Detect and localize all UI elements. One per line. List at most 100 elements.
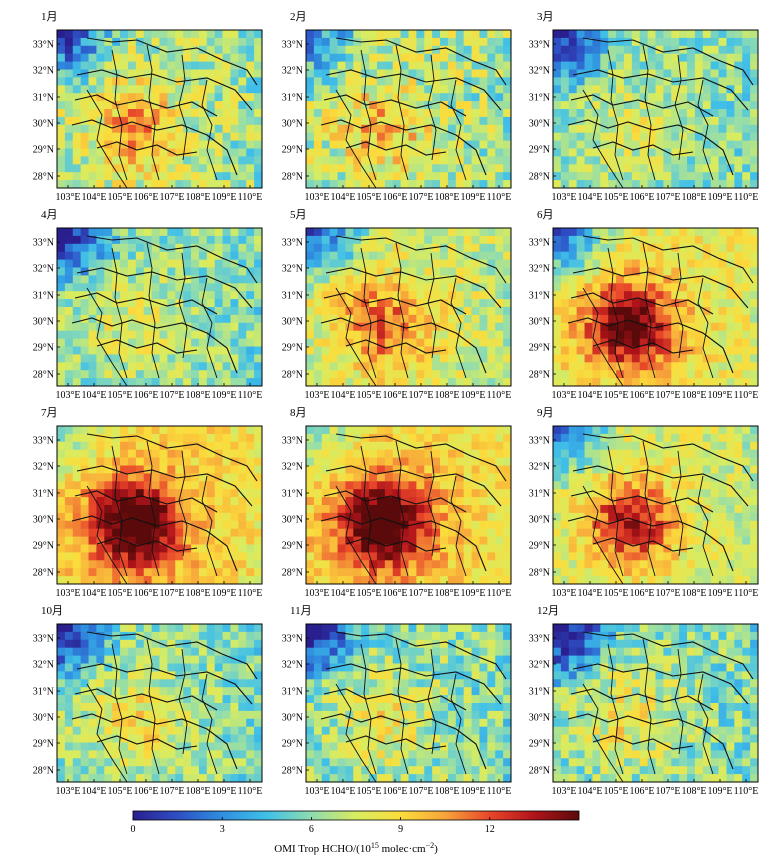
grid-cell xyxy=(471,457,480,466)
grid-cell xyxy=(384,132,394,141)
grid-cell xyxy=(742,69,751,78)
grid-cell xyxy=(175,180,184,189)
grid-cell xyxy=(127,164,137,173)
grid-cell xyxy=(694,267,704,276)
grid-cell xyxy=(455,53,465,62)
grid-cell xyxy=(487,457,496,466)
border-line xyxy=(201,79,218,181)
grid-cell xyxy=(560,109,570,118)
grid-cell xyxy=(183,505,192,514)
grid-cell xyxy=(568,61,578,70)
grid-cell xyxy=(687,291,696,300)
grid-cell xyxy=(254,283,263,292)
grid-cell xyxy=(384,568,394,577)
grid-cell xyxy=(408,243,417,253)
grid-cell xyxy=(321,283,331,292)
grid-cell xyxy=(313,512,323,522)
grid-cell xyxy=(120,552,129,561)
grid-cell xyxy=(246,156,255,165)
grid-cell xyxy=(400,520,409,530)
province-borders xyxy=(320,235,507,387)
grid-cell xyxy=(127,322,137,332)
grid-cell xyxy=(687,457,696,466)
grid-cell xyxy=(104,346,113,355)
grid-cell xyxy=(495,346,504,355)
grid-cell xyxy=(576,85,585,94)
grid-cell xyxy=(503,544,512,553)
grid-cell xyxy=(183,235,192,245)
grid-cell xyxy=(432,291,441,300)
grid-cell xyxy=(96,275,105,284)
grid-cell xyxy=(345,61,354,70)
grid-cell xyxy=(560,465,570,474)
grid-cell xyxy=(167,426,176,435)
grid-cell xyxy=(655,69,664,78)
grid-cell xyxy=(408,505,417,514)
grid-cell xyxy=(222,101,231,110)
grid-cell xyxy=(329,109,338,118)
grid-cell xyxy=(479,314,488,324)
grid-cell xyxy=(710,156,719,165)
grid-cell xyxy=(655,109,664,118)
grid-cell xyxy=(600,441,609,451)
grid-cell xyxy=(702,53,712,62)
grid-cell xyxy=(553,132,562,141)
grid-cell xyxy=(313,370,323,379)
grid-cell xyxy=(313,116,323,126)
grid-cell xyxy=(576,235,585,245)
grid-cell xyxy=(687,140,696,149)
grid-cell xyxy=(191,69,200,78)
grid-cell xyxy=(631,354,641,363)
grid-cell xyxy=(80,61,89,70)
grid-cell xyxy=(471,109,480,118)
grid-cell xyxy=(679,109,688,118)
grid-cell xyxy=(663,251,672,260)
grid-cell xyxy=(143,299,153,308)
grid-cell xyxy=(576,314,585,324)
grid-cell xyxy=(479,53,488,62)
grid-cell xyxy=(183,124,192,134)
grid-cell xyxy=(361,481,370,490)
grid-cell xyxy=(568,426,578,435)
grid-cell xyxy=(424,259,433,268)
grid-cell xyxy=(424,69,433,78)
grid-cell xyxy=(734,449,743,458)
grid-cell xyxy=(361,520,370,530)
grid-cell xyxy=(361,307,370,316)
grid-cell xyxy=(623,251,633,260)
grid-cell xyxy=(694,180,704,189)
grid-cell xyxy=(306,560,315,569)
grid-cell xyxy=(710,378,719,387)
grid-cell xyxy=(553,512,562,522)
grid-cell xyxy=(230,299,239,308)
grid-cell xyxy=(608,156,617,165)
grid-cell xyxy=(576,30,585,39)
grid-cell xyxy=(479,338,488,347)
grid-cell xyxy=(726,124,735,134)
grid-cell xyxy=(329,330,338,339)
panel-title: 9月 xyxy=(537,407,554,419)
grid-cell xyxy=(96,528,105,537)
grid-cell xyxy=(750,528,759,537)
grid-cell xyxy=(487,235,496,245)
grid-cell xyxy=(647,520,656,530)
grid-cell xyxy=(694,243,704,253)
grid-cell xyxy=(416,291,425,300)
grid-cell xyxy=(694,505,704,514)
grid-cell xyxy=(238,291,247,300)
grid-cell xyxy=(702,37,712,47)
grid-cell xyxy=(151,449,160,458)
grid-cell xyxy=(503,243,512,253)
grid-cell xyxy=(568,481,578,490)
grid-cell xyxy=(687,568,696,577)
grid-cell xyxy=(424,489,433,498)
grid-cell xyxy=(623,473,633,482)
border-line xyxy=(111,247,128,379)
grid-cell xyxy=(600,307,609,316)
grid-cell xyxy=(206,116,216,126)
grid-cell xyxy=(135,362,145,371)
grid-cell xyxy=(608,180,617,189)
grid-cell xyxy=(151,520,160,530)
grid-cell xyxy=(631,552,641,561)
grid-cell xyxy=(424,291,433,300)
